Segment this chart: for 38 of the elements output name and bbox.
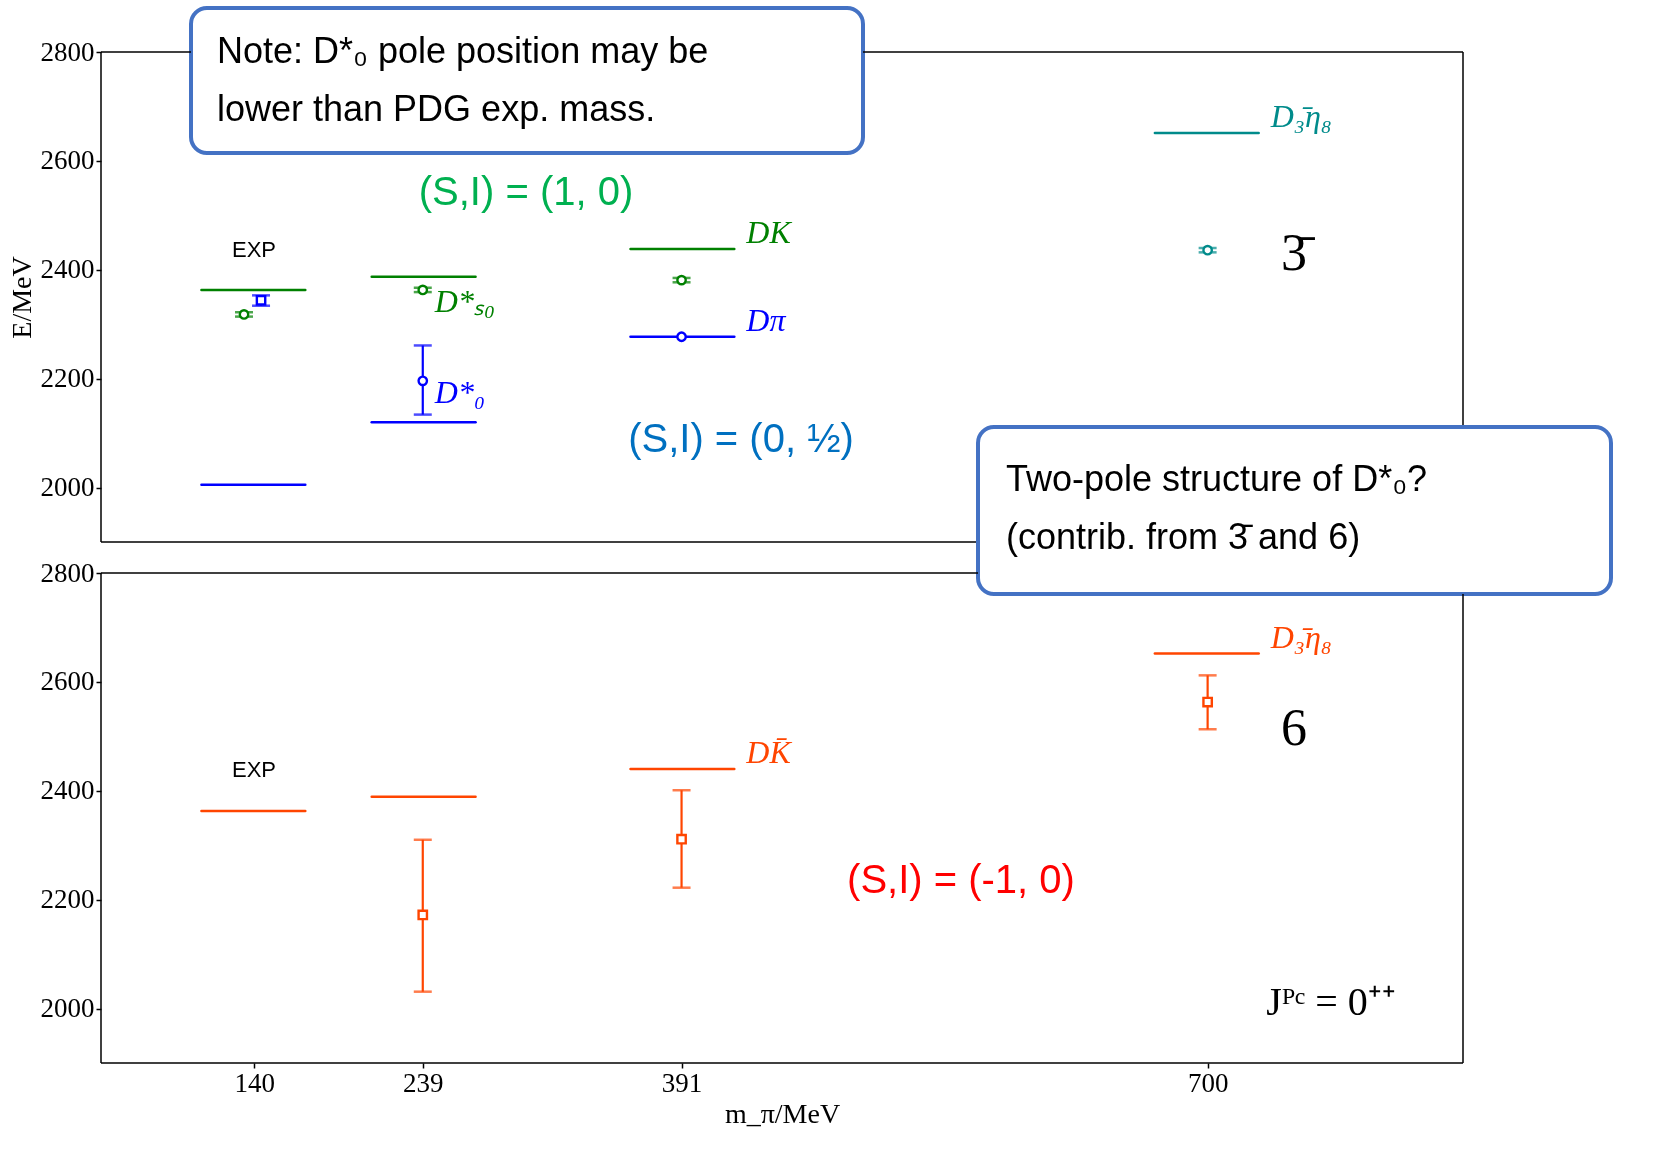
y-tick-label: 2800 xyxy=(40,557,95,588)
annotation: Two-pole structure of D*₀? (contrib. from 3̄ and 6) xyxy=(1006,458,1428,557)
annotation: (S,I) = (0, ½) xyxy=(628,416,854,460)
y-tick-label: 2400 xyxy=(40,775,95,806)
annotation: EXP xyxy=(231,237,277,262)
point xyxy=(676,833,687,845)
annotation: EXP xyxy=(231,757,277,782)
x-tick-label: 391 xyxy=(661,1067,703,1098)
annotation: (S,I) = (-1, 0) xyxy=(847,857,1075,901)
x-tick-label: 700 xyxy=(1187,1067,1229,1098)
y-tick-label: 2200 xyxy=(40,884,95,915)
series-label: D*₀ xyxy=(433,373,486,410)
point xyxy=(417,375,429,387)
x-tick-label: 140 xyxy=(234,1067,275,1098)
series-label: D₃̄η₈ xyxy=(1269,618,1332,655)
annotation: 6 xyxy=(1281,699,1307,756)
y-tick-label: 2800 xyxy=(40,36,95,67)
y-tick-label: 2600 xyxy=(40,666,95,697)
y-tick-label: 2600 xyxy=(40,145,95,176)
y-tick-label: 2000 xyxy=(40,993,95,1024)
y-axis-title: E/MeV xyxy=(5,256,37,339)
series-label: D₃̄η₈ xyxy=(1269,98,1332,135)
series-label: DK̄ xyxy=(745,734,793,770)
annotation: 3̄ xyxy=(1281,224,1315,281)
y-tick-label: 2400 xyxy=(40,254,95,285)
series-label: Dπ xyxy=(745,301,787,338)
y-tick-label: 2200 xyxy=(40,363,95,394)
y-tick-label: 2000 xyxy=(40,472,95,503)
series-label: DK xyxy=(745,214,793,251)
point xyxy=(676,331,687,343)
x-tick-label: 239 xyxy=(403,1067,444,1098)
x-axis-title: m_π/MeV xyxy=(724,1097,841,1129)
annotation: (S,I) = (1, 0) xyxy=(418,169,634,213)
point xyxy=(1202,696,1214,708)
annotation: Note: D*₀ pole position may be lower than PDG exp. mass. xyxy=(217,30,709,129)
series-label: D*ₛ₀ xyxy=(433,282,496,319)
point xyxy=(417,909,429,921)
annotation: Jᴾᶜ = 0⁺⁺ xyxy=(1266,979,1396,1024)
